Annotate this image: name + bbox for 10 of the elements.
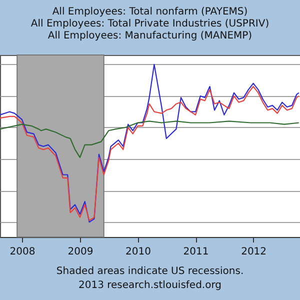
text: All Employees: Total Private Industries (USPRIV) bbox=[30, 18, 270, 30]
x-tick-label: 2010 bbox=[126, 246, 151, 258]
text: Shaded areas indicate US recessions. bbox=[56, 266, 244, 277]
text: All Employees: Total nonfarm (PAYEMS) bbox=[52, 6, 248, 18]
x-tick-label: 2008 bbox=[10, 246, 36, 258]
x-tick-label: 2011 bbox=[183, 246, 209, 258]
x-tick-label: 2009 bbox=[68, 246, 94, 258]
text: All Employees: Manufacturing (MANEMP) bbox=[48, 30, 252, 42]
text: 2013 research.stlouisfed.org bbox=[78, 280, 222, 291]
x-tick-label: 2012 bbox=[241, 246, 267, 258]
